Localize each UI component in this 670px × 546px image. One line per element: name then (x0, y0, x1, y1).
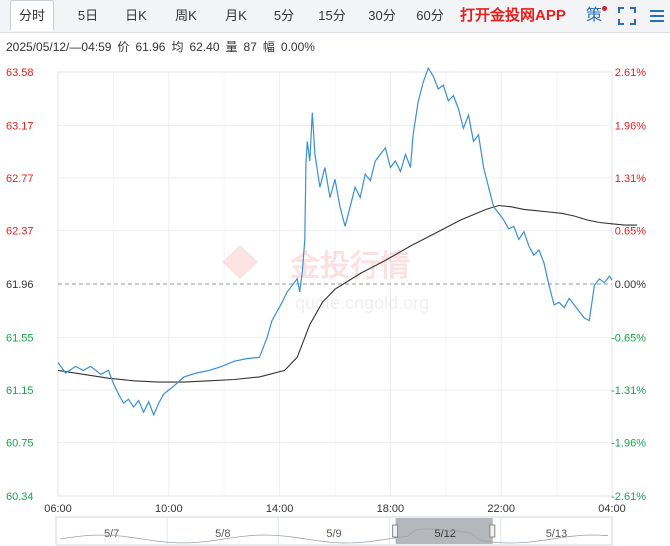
tab-5-day[interactable]: 5日 (77, 8, 99, 23)
pct-tick-label: 0.65% (615, 225, 646, 237)
x-tick-label: 06:00 (44, 503, 72, 515)
y-tick-label: 62.77 (6, 173, 34, 185)
y-tick-label: 60.34 (6, 491, 34, 503)
x-tick-label: 18:00 (377, 503, 405, 515)
pct-tick-label: -1.31% (611, 385, 646, 397)
average-price-line (57, 204, 638, 383)
policy-button[interactable]: 策 (586, 7, 603, 24)
quote-info-line: 2025/05/12/—04:59 价 61.96 均 62.40 量 87 幅 0.00% (6, 38, 321, 55)
watermark-brand: 金投行情 (289, 249, 410, 283)
range-navigator: 5/7 5/8 5/9 5/12 5/13 (55, 516, 613, 546)
open-app-link[interactable]: 打开金投网APP (460, 7, 566, 24)
pct-tick-label: 2.61% (615, 67, 646, 79)
y-tick-label: 60.75 (6, 437, 34, 449)
navigator-right-handle (489, 524, 496, 538)
pct-tick-label: -1.96% (611, 437, 646, 449)
notification-dot (602, 6, 607, 11)
pct-tick-label: 0.00% (615, 279, 646, 291)
pct-tick-label: 1.31% (615, 173, 646, 185)
y-tick-label: 63.17 (6, 121, 34, 133)
x-tick-label: 14:00 (266, 503, 294, 515)
navigator-date-label: 5/13 (546, 528, 567, 540)
tab-30-min[interactable]: 30分 (368, 8, 396, 23)
tab-15-min[interactable]: 15分 (318, 8, 346, 23)
period-tab-bar: 分时 5日 日K 周K 月K 5分 15分 30分 60分 打开金投网APP 策 (0, 0, 670, 33)
watermark-site: quote.cngold.org (295, 293, 429, 313)
navigator-date-label: 5/9 (326, 528, 341, 540)
menu-icon[interactable] (649, 7, 665, 25)
y-tick-label: 62.37 (6, 225, 34, 237)
tab-daily-k[interactable]: 日K (125, 8, 147, 23)
x-tick-label: 04:00 (598, 503, 626, 515)
watermark-logo-icon (222, 245, 258, 279)
tab-monthly-k[interactable]: 月K (225, 8, 247, 23)
tab-weekly-k[interactable]: 周K (175, 8, 197, 23)
navigator-date-label: 5/7 (104, 528, 119, 540)
y-axis-price: 63.58 63.17 62.77 62.37 61.96 61.55 61.15 60.75… (6, 67, 34, 503)
navigator-selection (395, 518, 493, 544)
price-line (57, 66, 613, 417)
fullscreen-icon[interactable] (617, 6, 637, 26)
price-value: 61.96 (135, 40, 166, 54)
y-tick-label: 61.15 (6, 385, 34, 397)
tab-60-min[interactable]: 60分 (416, 8, 444, 23)
volume-label: 量 (225, 40, 238, 54)
navigator-left-handle (392, 524, 399, 538)
tab-intraday[interactable]: 分时 (10, 0, 54, 31)
price-label: 价 (117, 40, 130, 54)
x-tick-label: 22:00 (487, 503, 515, 515)
y-tick-label: 61.55 (6, 333, 34, 345)
y-tick-label: 61.96 (6, 279, 34, 291)
pct-tick-label: -2.61% (611, 491, 646, 503)
navigator-sparkline (59, 528, 609, 544)
volume-value: 87 (243, 40, 257, 54)
x-tick-label: 10:00 (155, 503, 183, 515)
watermark: 金投行情 quote.cngold.org (222, 245, 429, 313)
navigator-date-label: 5/12 (434, 528, 455, 540)
avg-value: 62.40 (189, 40, 220, 54)
tab-5-min[interactable]: 5分 (273, 8, 295, 23)
x-axis: 06:00 10:00 14:00 18:00 22:00 04:00 (44, 503, 626, 515)
pct-tick-label: -0.65% (611, 333, 646, 345)
change-label: 幅 (262, 40, 275, 54)
navigator-date-label: 5/8 (215, 528, 230, 540)
quote-datetime: 2025/05/12/—04:59 (6, 40, 112, 54)
y-tick-label: 63.58 (6, 67, 34, 79)
avg-label: 均 (171, 40, 184, 54)
change-value: 0.00% (280, 40, 315, 54)
y-axis-percent: 2.61% 1.96% 1.31% 0.65% 0.00% -0.65% -1.31% -1.… (611, 67, 646, 503)
navigator-frame (55, 516, 613, 546)
pct-tick-label: 1.96% (615, 121, 646, 133)
